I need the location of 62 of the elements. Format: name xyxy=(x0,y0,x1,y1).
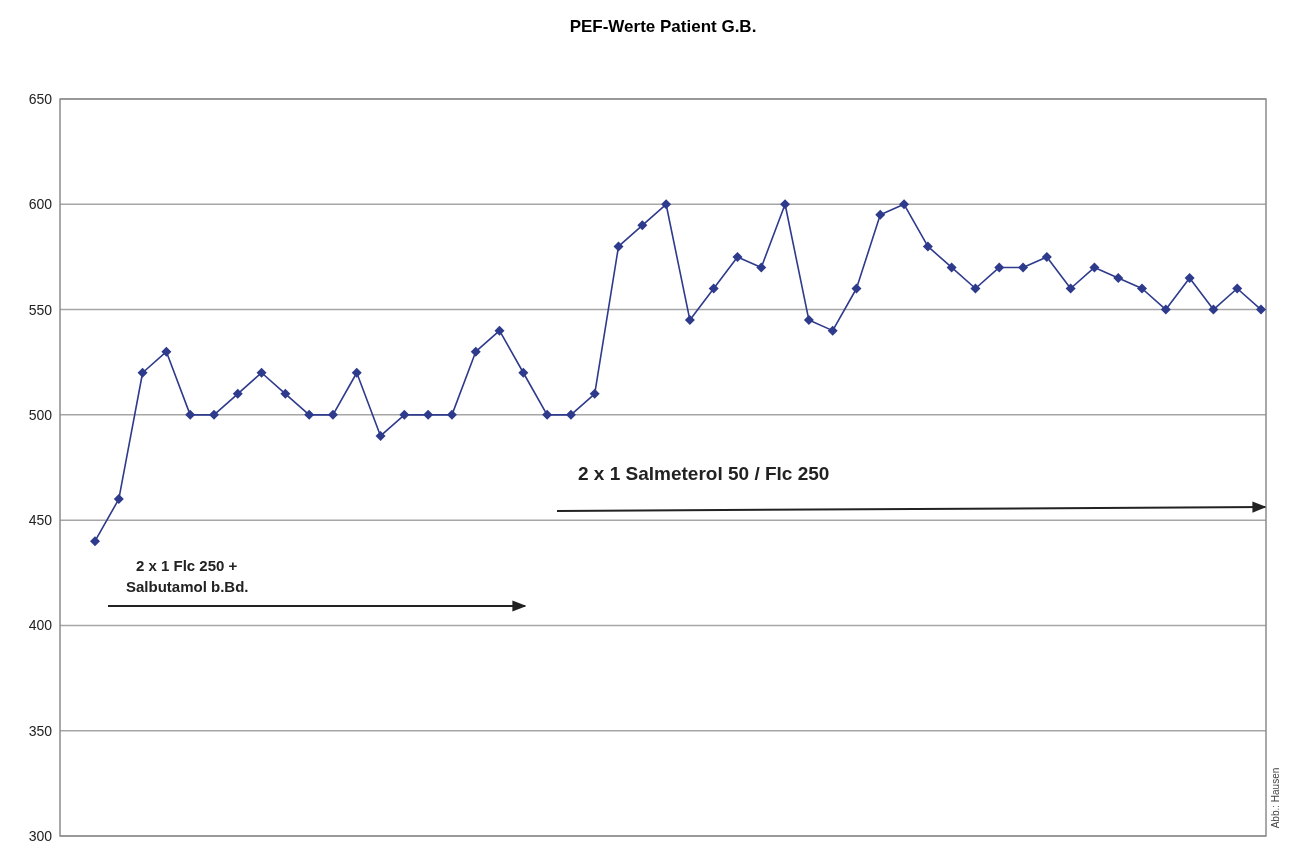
point xyxy=(208,409,219,420)
point xyxy=(899,199,910,210)
point xyxy=(1089,262,1100,273)
y-tick-label: 500 xyxy=(28,406,53,423)
point xyxy=(351,367,362,378)
point xyxy=(446,409,457,420)
point xyxy=(256,367,267,378)
point xyxy=(90,536,100,547)
y-tick-label: 400 xyxy=(28,617,53,634)
y-tick-label: 300 xyxy=(28,828,53,844)
point xyxy=(399,409,410,420)
point xyxy=(922,241,933,252)
point xyxy=(232,388,243,399)
point xyxy=(542,409,553,420)
point xyxy=(1184,272,1195,283)
point xyxy=(1232,283,1243,294)
point xyxy=(1018,262,1029,273)
point xyxy=(1137,283,1148,294)
annotation: 2 x 1 Salmeterol 50 / Flc 250 xyxy=(578,463,830,484)
point xyxy=(589,388,600,399)
point xyxy=(827,325,838,336)
point xyxy=(946,262,957,273)
point xyxy=(1113,272,1124,283)
point xyxy=(1208,304,1219,315)
point xyxy=(875,209,886,220)
y-tick-label: 650 xyxy=(28,91,53,107)
y-tick-label: 450 xyxy=(28,512,53,529)
point xyxy=(637,220,648,231)
y-tick-label: 550 xyxy=(28,301,53,318)
point xyxy=(185,409,196,420)
point xyxy=(518,367,529,378)
point xyxy=(851,283,862,294)
point xyxy=(137,367,148,378)
point xyxy=(708,283,719,294)
point xyxy=(803,315,814,326)
point xyxy=(756,262,767,273)
point xyxy=(327,409,338,420)
point xyxy=(1160,304,1171,315)
point xyxy=(684,315,695,326)
point xyxy=(280,388,291,399)
point xyxy=(780,199,791,210)
point xyxy=(304,409,315,420)
point xyxy=(994,262,1005,273)
point xyxy=(494,325,505,336)
point xyxy=(565,409,576,420)
chart-title: PEF-Werte Patient G.B. xyxy=(569,17,757,36)
point xyxy=(161,346,172,357)
y-tick-label: 600 xyxy=(28,196,53,213)
point xyxy=(970,283,981,294)
annotation: 2 x 1 Flc 250 + Salbutamol b.Bd. xyxy=(126,557,249,595)
point xyxy=(613,241,624,252)
point xyxy=(375,430,386,441)
y-tick-label: 350 xyxy=(28,722,53,739)
text: Abb.: Hausen xyxy=(1270,767,1281,829)
point xyxy=(423,409,434,420)
point xyxy=(732,251,743,262)
point xyxy=(1256,304,1266,315)
point xyxy=(1041,251,1052,262)
point xyxy=(661,199,672,210)
point xyxy=(470,346,481,357)
point xyxy=(113,494,124,505)
point xyxy=(1065,283,1076,294)
